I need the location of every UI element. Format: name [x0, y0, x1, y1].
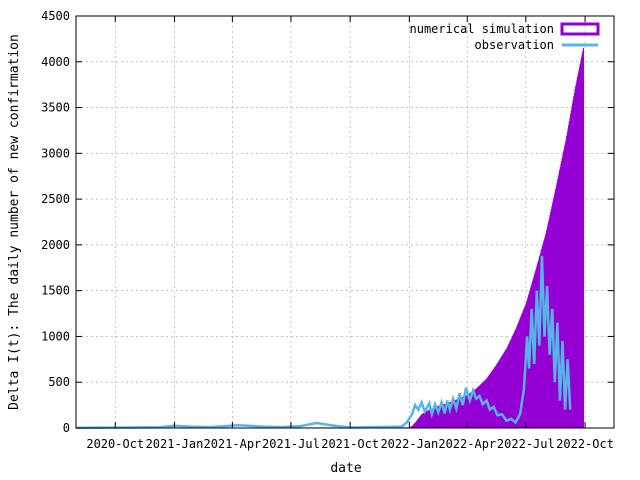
- grid: [76, 16, 614, 428]
- x-tick-label: 2021-Apr: [203, 437, 261, 451]
- y-axis-title: Delta I(t): The daily number of new conf…: [7, 34, 22, 410]
- y-tick-label: 1000: [41, 329, 70, 343]
- legend-label-simulation: numerical simulation: [410, 22, 555, 36]
- x-tick-labels: 2020-Oct 2021-Jan 2021-Apr 2021-Jul 2021-Oct…: [86, 437, 614, 451]
- y-tick-label: 3000: [41, 146, 70, 160]
- legend: numerical simulation observation: [410, 22, 600, 52]
- y-tick-label: 500: [48, 375, 70, 389]
- legend-swatch-simulation: [560, 22, 600, 36]
- y-tick-label: 3500: [41, 101, 70, 115]
- observation-line: [75, 255, 572, 429]
- x-axis-title: date: [330, 461, 361, 476]
- x-tick-label: 2022-Apr: [438, 437, 496, 451]
- x-tick-label: 2021-Jan: [146, 437, 204, 451]
- y-tick-label: 2000: [41, 238, 70, 252]
- y-tick-labels: 0 500 1000 1500 2000 2500 3000 3500 4000 4500: [41, 9, 70, 435]
- y-tick-label: 2500: [41, 192, 70, 206]
- x-tick-label: 2022-Oct: [556, 437, 614, 451]
- series-observation: [75, 255, 572, 429]
- plot-frame: [75, 15, 615, 429]
- x-tick-label: 2020-Oct: [86, 437, 144, 451]
- y-tick-label: 1500: [41, 284, 70, 298]
- x-tick-label: 2022-Jan: [380, 437, 438, 451]
- x-tick-label: 2021-Jul: [262, 437, 320, 451]
- y-tick-label: 4000: [41, 55, 70, 69]
- x-tick-label: 2022-Jul: [497, 437, 555, 451]
- y-tick-label: 0: [63, 421, 70, 435]
- legend-label-observation: observation: [475, 38, 554, 52]
- x-tick-label: 2021-Oct: [321, 437, 379, 451]
- axes: [75, 15, 615, 429]
- y-tick-label: 4500: [41, 9, 70, 23]
